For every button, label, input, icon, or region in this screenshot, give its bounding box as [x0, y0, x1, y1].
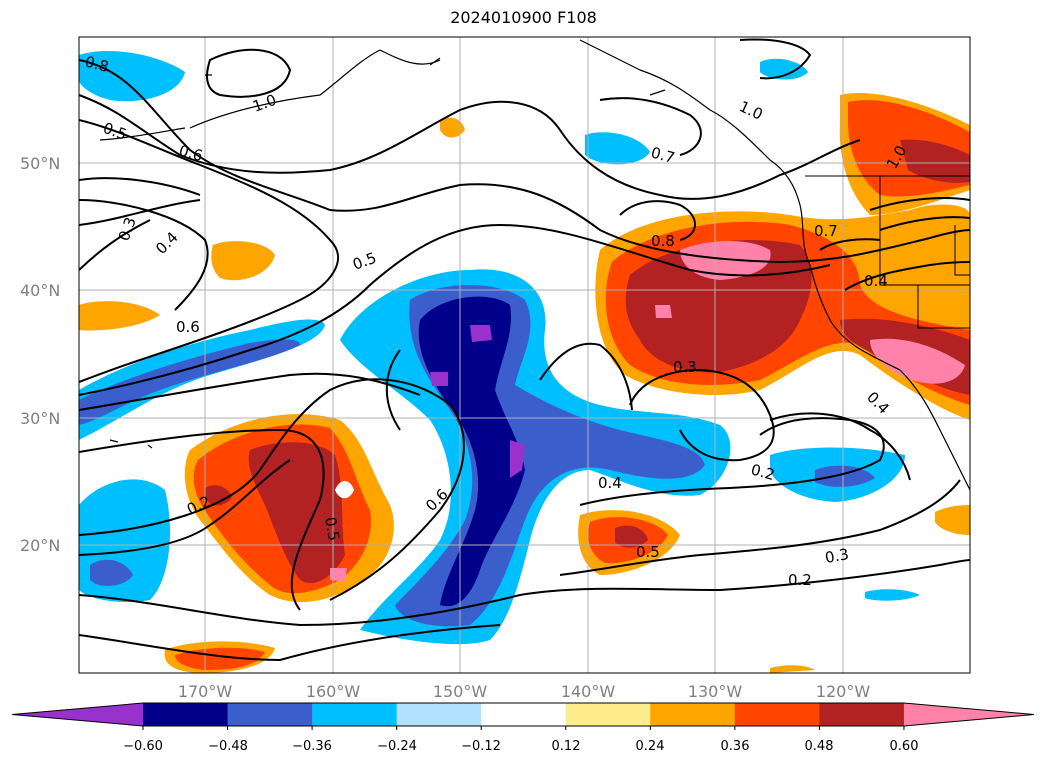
colorbar-tick-label: 0.24 [636, 739, 665, 754]
contour-label: 0.4 [598, 474, 622, 492]
longitude-labels: 170°W 160°W 150°W 140°W 130°W 120°W [178, 682, 871, 701]
colorbar-bin [143, 703, 229, 726]
negative-field-small [865, 589, 920, 601]
lat-label: 50°N [20, 154, 60, 173]
contour-label: 0.4 [864, 272, 888, 290]
colorbar-bin [481, 703, 567, 726]
contour-label: 0.7 [649, 143, 677, 167]
lat-label: 20°N [20, 536, 60, 555]
colorbar-tick-label: −0.60 [123, 739, 163, 754]
negative-field-n-center [585, 132, 650, 165]
colorbar-bin [819, 703, 905, 726]
negative-field-sw-core [90, 559, 133, 587]
contour-label: 0.5 [636, 543, 660, 561]
contour-label: 0.7 [814, 222, 838, 240]
colorbar-bin [650, 703, 736, 726]
positive-field-w [79, 301, 160, 331]
contour-label: 0.8 [83, 52, 111, 76]
positive-field-sw-deep [205, 442, 345, 584]
colorbar-tick-label: 0.48 [805, 739, 834, 754]
positive-field-sw-hole [335, 481, 354, 499]
positive-field-n [440, 117, 465, 138]
positive-field-sw-core [330, 568, 347, 582]
negative-field-nw [79, 51, 185, 102]
map-frame [78, 36, 971, 674]
latitude-labels: 50°N 40°N 30°N 20°N [20, 154, 60, 555]
colorbar-bin [312, 703, 398, 726]
lon-label: 170°W [178, 682, 233, 701]
colorbar-tick-label: −0.24 [377, 739, 417, 754]
positive-field-w2 [211, 241, 275, 281]
lon-label: 140°W [561, 682, 616, 701]
negative-field-sw [79, 479, 170, 602]
contour-label: 0.8 [651, 232, 675, 250]
negative-field-core-purple [430, 325, 525, 478]
lon-label: 150°W [433, 682, 488, 701]
positive-field-coast-north-deep [900, 139, 970, 183]
lon-label: 120°W [816, 682, 871, 701]
colorbar-tick-label: 0.60 [890, 739, 919, 754]
contour-label: 0.3 [824, 545, 851, 567]
colorbar-extend-max [903, 703, 1034, 726]
colorbar-tick-label: −0.36 [292, 739, 332, 754]
colorbar-bin [227, 703, 313, 726]
lon-label: 130°W [688, 682, 743, 701]
map-title: 2024010900 F108 [450, 8, 597, 27]
negative-field-east-core [815, 465, 875, 487]
colorbar-labels: −0.60 −0.48 −0.36 −0.24 −0.12 0.12 0.24 … [123, 739, 918, 754]
shaded-fields [79, 51, 970, 673]
contour-label: 0.6 [176, 318, 200, 336]
positive-field-s-deep [615, 525, 648, 548]
gridlines [79, 37, 970, 673]
lon-label: 160°W [306, 682, 361, 701]
colorbar-tick-label: 0.36 [721, 739, 750, 754]
colorbar-tick-label: −0.12 [461, 739, 501, 754]
positive-field-ne-core [655, 241, 965, 384]
boundaries [805, 175, 970, 329]
contour-label: 0.2 [749, 460, 777, 484]
positive-field-bottom [770, 665, 815, 673]
contour-label: 0.6 [177, 141, 205, 165]
contour-lines [79, 38, 970, 661]
lat-label: 30°N [20, 409, 60, 428]
contour-label: 0.3 [673, 358, 697, 376]
lat-label: 40°N [20, 281, 60, 300]
colorbar-extend-min [12, 703, 143, 726]
contour-label-group: 0.8 1.0 0.5 0.6 0.3 0.4 0.6 0.5 1.0 0.7 … [83, 52, 910, 589]
colorbar-tick-label: −0.48 [208, 739, 248, 754]
contour-label: 0.2 [788, 571, 812, 589]
colorbar [11, 702, 1035, 730]
positive-field-se [935, 505, 970, 535]
colorbar-tick-label: 0.12 [552, 739, 581, 754]
colorbar-bin [396, 703, 482, 726]
colorbar-bin [734, 703, 820, 726]
negative-field-west-core [79, 339, 300, 425]
negative-field-n-east [760, 58, 808, 80]
contour-label: 0.5 [321, 516, 343, 543]
coastlines [99, 39, 970, 491]
colorbar-bin [565, 703, 651, 726]
